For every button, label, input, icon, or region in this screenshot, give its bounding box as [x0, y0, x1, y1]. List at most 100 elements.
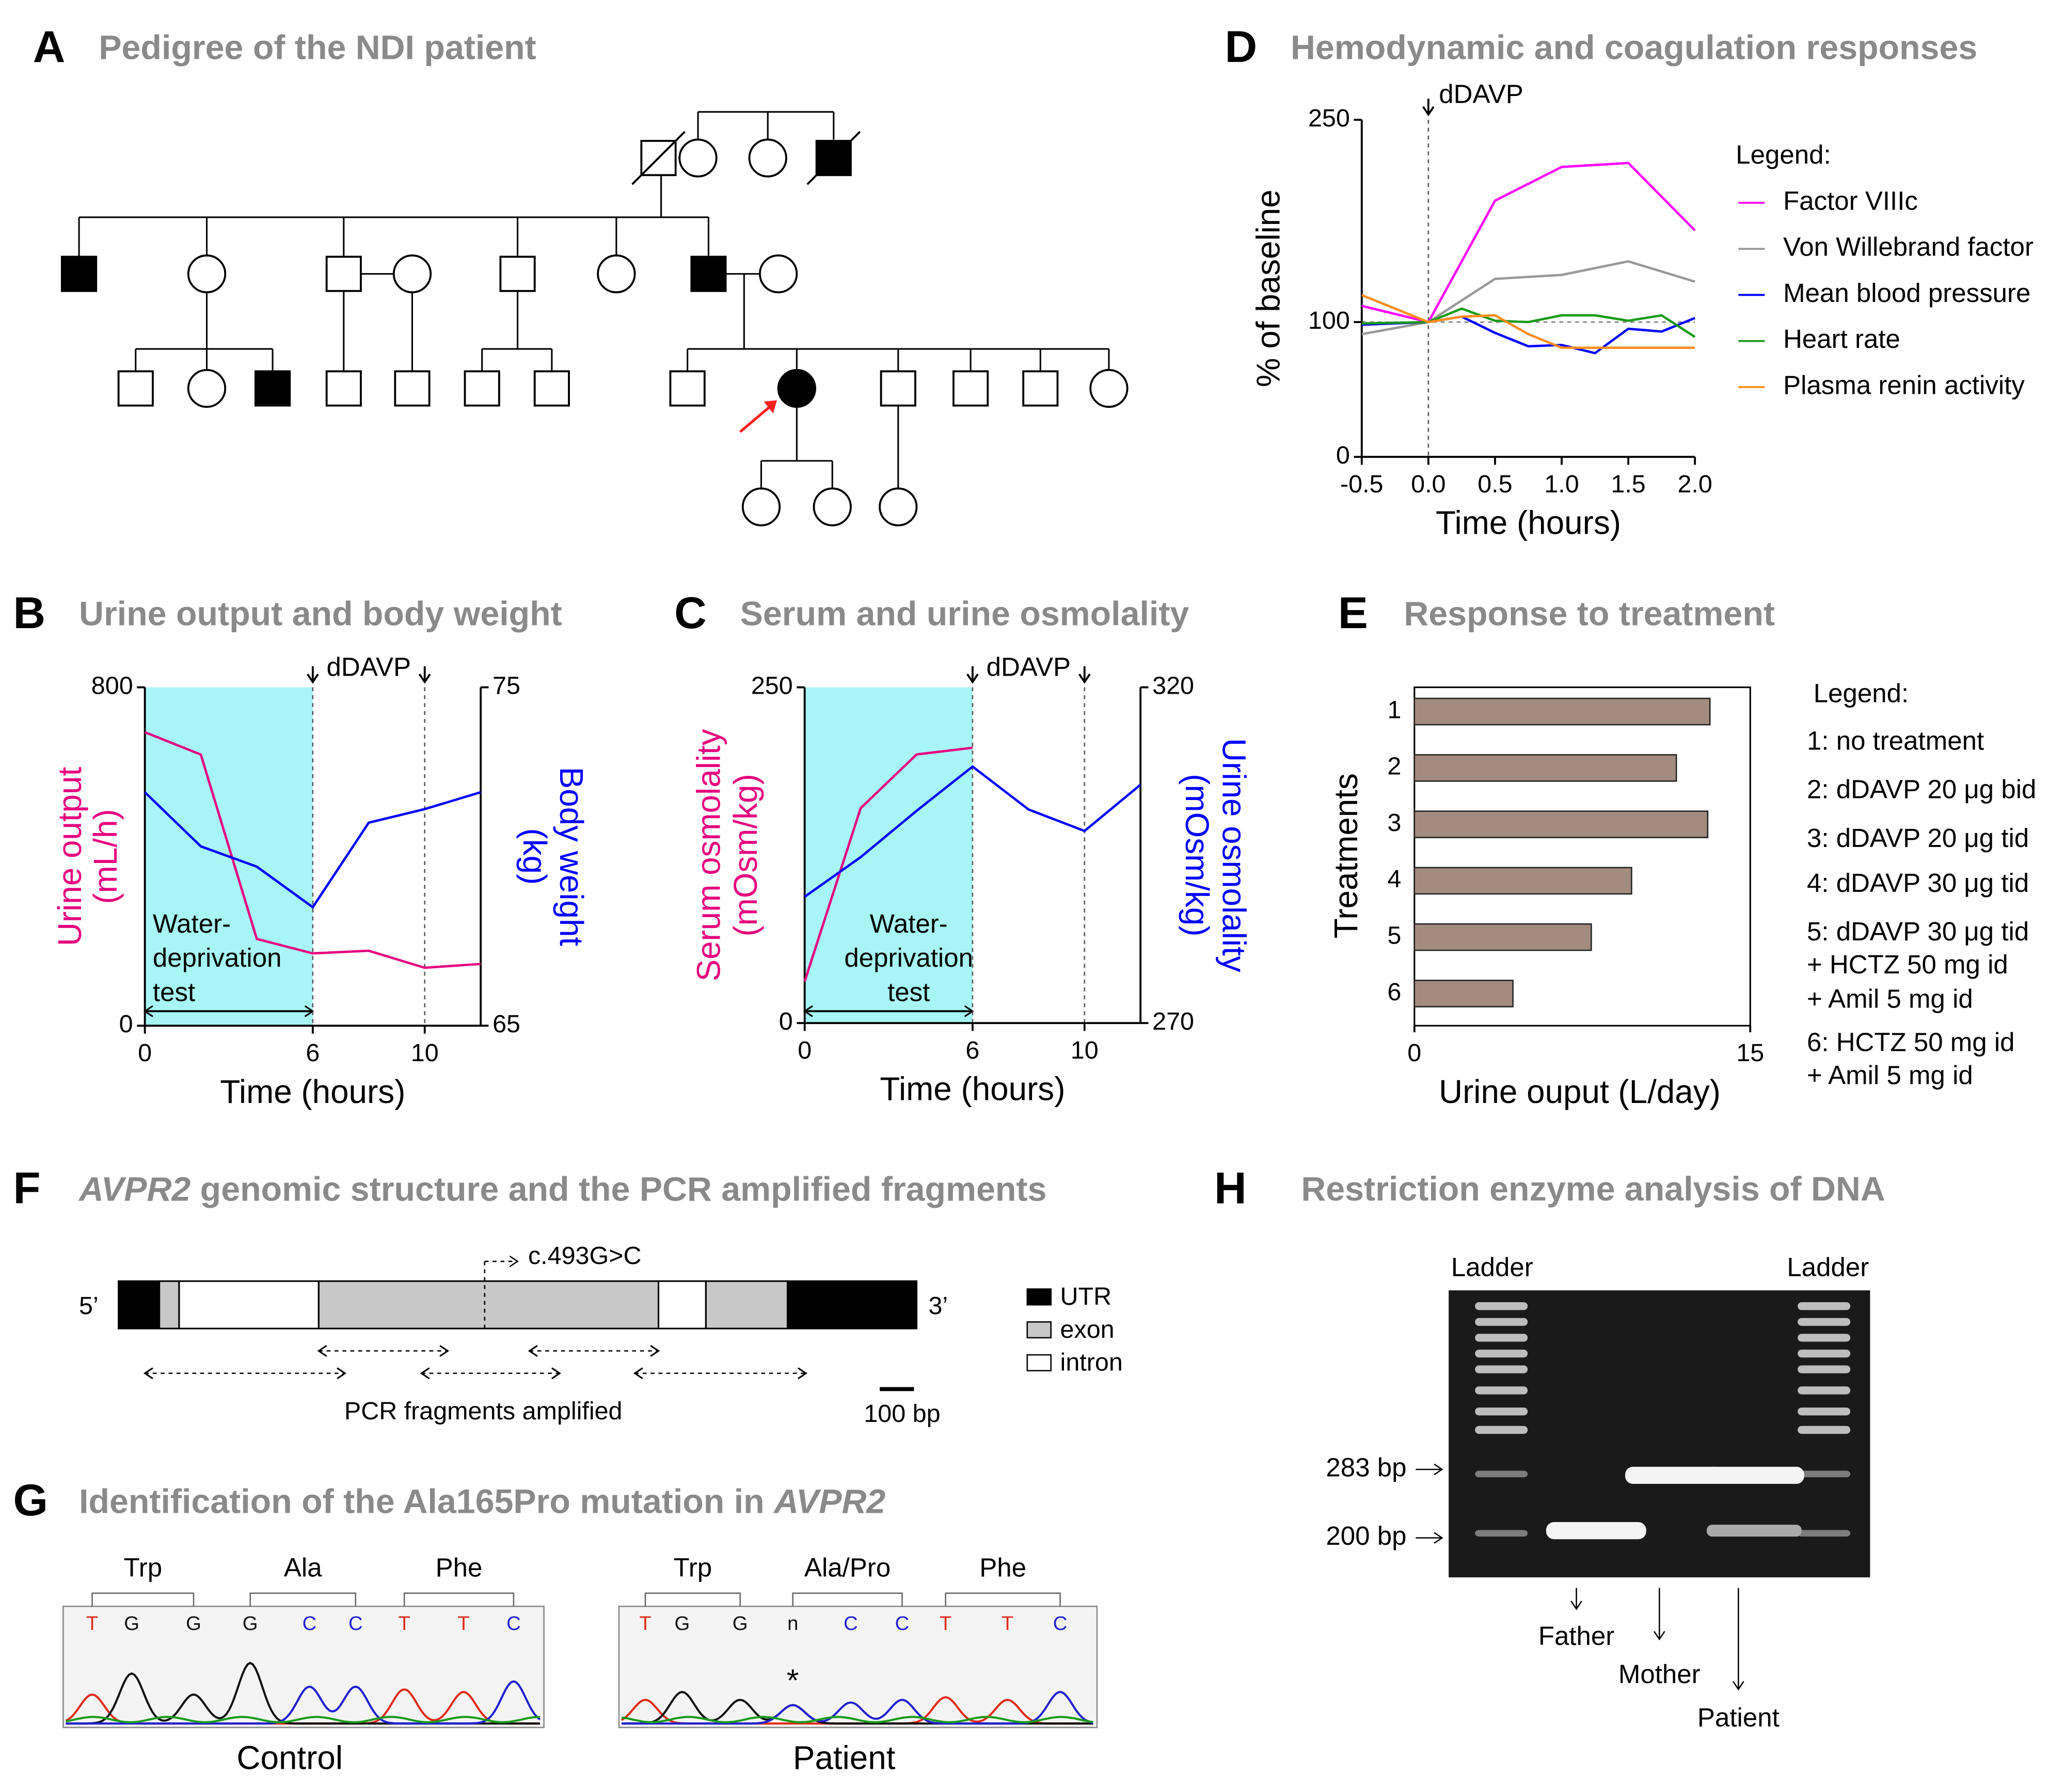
female [748, 138, 787, 178]
x-tick-label: 6 [306, 1039, 320, 1067]
base-call: G [675, 1612, 690, 1635]
axis-label: Serum osmolality [690, 729, 727, 981]
codon-bracket [644, 1592, 741, 1607]
shaded-region [804, 687, 973, 1023]
arrow-head [1078, 674, 1091, 684]
chromatogram-frame [618, 1606, 1098, 1729]
x-axis-label: Time (hours) [220, 1073, 405, 1110]
ladder-band [1798, 1470, 1851, 1478]
base-call: T [398, 1612, 410, 1635]
male [1022, 370, 1059, 407]
x-axis-label: Urine ouput (L/day) [1439, 1073, 1721, 1110]
trace-label: Control [236, 1739, 343, 1777]
size-label: 200 bp [1326, 1521, 1406, 1550]
legend-title: Legend: [1814, 678, 1909, 708]
male [880, 370, 916, 407]
legend-label: Von Willebrand factor [1783, 232, 2034, 262]
axis-label: (kg) [516, 828, 553, 885]
y-axis-label: Treatments [1327, 773, 1364, 938]
base-call: C [303, 1612, 317, 1635]
male [60, 255, 98, 292]
base-call: C [348, 1612, 363, 1635]
lane-name: Mother [1618, 1659, 1701, 1689]
deceased-slash [806, 131, 861, 185]
title-text: Identification of the Ala165Pro mutation… [79, 1482, 774, 1521]
legend-item: + Amil 5 mg id [1807, 1060, 1973, 1090]
axis-label: Body weight [553, 767, 590, 947]
legend-label: Plasma renin activity [1783, 370, 2025, 399]
codon-label: Trp [123, 1553, 162, 1582]
deceased-slash [631, 131, 686, 185]
series-line [803, 746, 973, 982]
female [1089, 369, 1129, 408]
y2-tick-label: 320 [1152, 671, 1194, 699]
gene-segment [786, 1280, 918, 1330]
legend-label: exon [1060, 1316, 1115, 1343]
male [325, 370, 362, 407]
scale-label: 100 bp [864, 1400, 940, 1428]
legend-label: intron [1060, 1349, 1123, 1377]
arrow-head [317, 1345, 450, 1357]
legend-item: 3: dDAVP 20 μg tid [1807, 823, 2029, 853]
annotation: dDAVP [1439, 79, 1523, 109]
ladder-band [1475, 1318, 1528, 1326]
trace [66, 1716, 540, 1723]
base-call: T [1002, 1612, 1013, 1635]
base-call: G [186, 1612, 201, 1635]
y-tick-label: 1 [1387, 696, 1401, 724]
legend-item: + HCTZ 50 mg id [1807, 950, 2008, 979]
ladder-band [1798, 1365, 1851, 1373]
x-tick-label: 0 [798, 1036, 812, 1064]
series-line [1361, 260, 1695, 335]
legend-item: + Amil 5 mg id [1807, 984, 1973, 1013]
base-call: C [844, 1612, 858, 1635]
ladder-band [1798, 1407, 1851, 1416]
y-tick-label: 3 [1387, 809, 1401, 837]
title-italic: AVPR2 [773, 1482, 885, 1521]
sample-band [1707, 1525, 1802, 1537]
y-tick-label: 4 [1387, 865, 1401, 893]
ladder-band [1798, 1302, 1851, 1310]
axis-label: (mOsm/kg) [727, 774, 764, 936]
shaded-label: Water- [153, 909, 231, 938]
legend-title: Legend: [1736, 140, 1831, 169]
size-label: 283 bp [1326, 1452, 1406, 1482]
male [325, 255, 362, 292]
y-tick-label: 250 [751, 671, 793, 699]
series-line [1361, 294, 1695, 349]
legend-item: 5: dDAVP 30 μg tid [1807, 917, 2029, 946]
shaded-label: test [887, 978, 930, 1007]
female [813, 487, 852, 526]
arrow-head [509, 1255, 519, 1268]
male [394, 370, 431, 407]
trace-label: Patient [793, 1739, 896, 1777]
ladder-band [1475, 1530, 1528, 1537]
bar [1413, 867, 1632, 895]
shaded-label: test [153, 978, 195, 1007]
ladder-band [1798, 1530, 1851, 1537]
codon-bracket [91, 1592, 195, 1607]
legend-item: 1: no treatment [1807, 726, 1984, 755]
arrow-head [633, 1367, 807, 1380]
female [879, 487, 918, 526]
male [669, 370, 706, 407]
x-tick-label: 2.0 [1677, 470, 1712, 498]
annotation: dDAVP [987, 652, 1071, 681]
x-axis-label: Time (hours) [1436, 504, 1621, 541]
y-tick-label: 0 [1336, 441, 1350, 469]
arrow-head [528, 1345, 660, 1357]
male [533, 370, 570, 407]
x-tick-label: 0 [1407, 1039, 1421, 1067]
y-tick-label: 0 [119, 1010, 133, 1038]
x-tick-label: 6 [965, 1036, 979, 1064]
y-tick-label: 250 [1308, 104, 1350, 132]
series-line [144, 731, 481, 969]
x-tick-label: 0.5 [1478, 470, 1512, 498]
gene-segment [705, 1280, 789, 1330]
legend-label: UTR [1060, 1283, 1112, 1310]
y-tick-label: 2 [1387, 753, 1401, 780]
male [117, 370, 154, 407]
arrow-head [1733, 1681, 1744, 1691]
female [678, 138, 718, 178]
ladder-band [1798, 1318, 1851, 1326]
